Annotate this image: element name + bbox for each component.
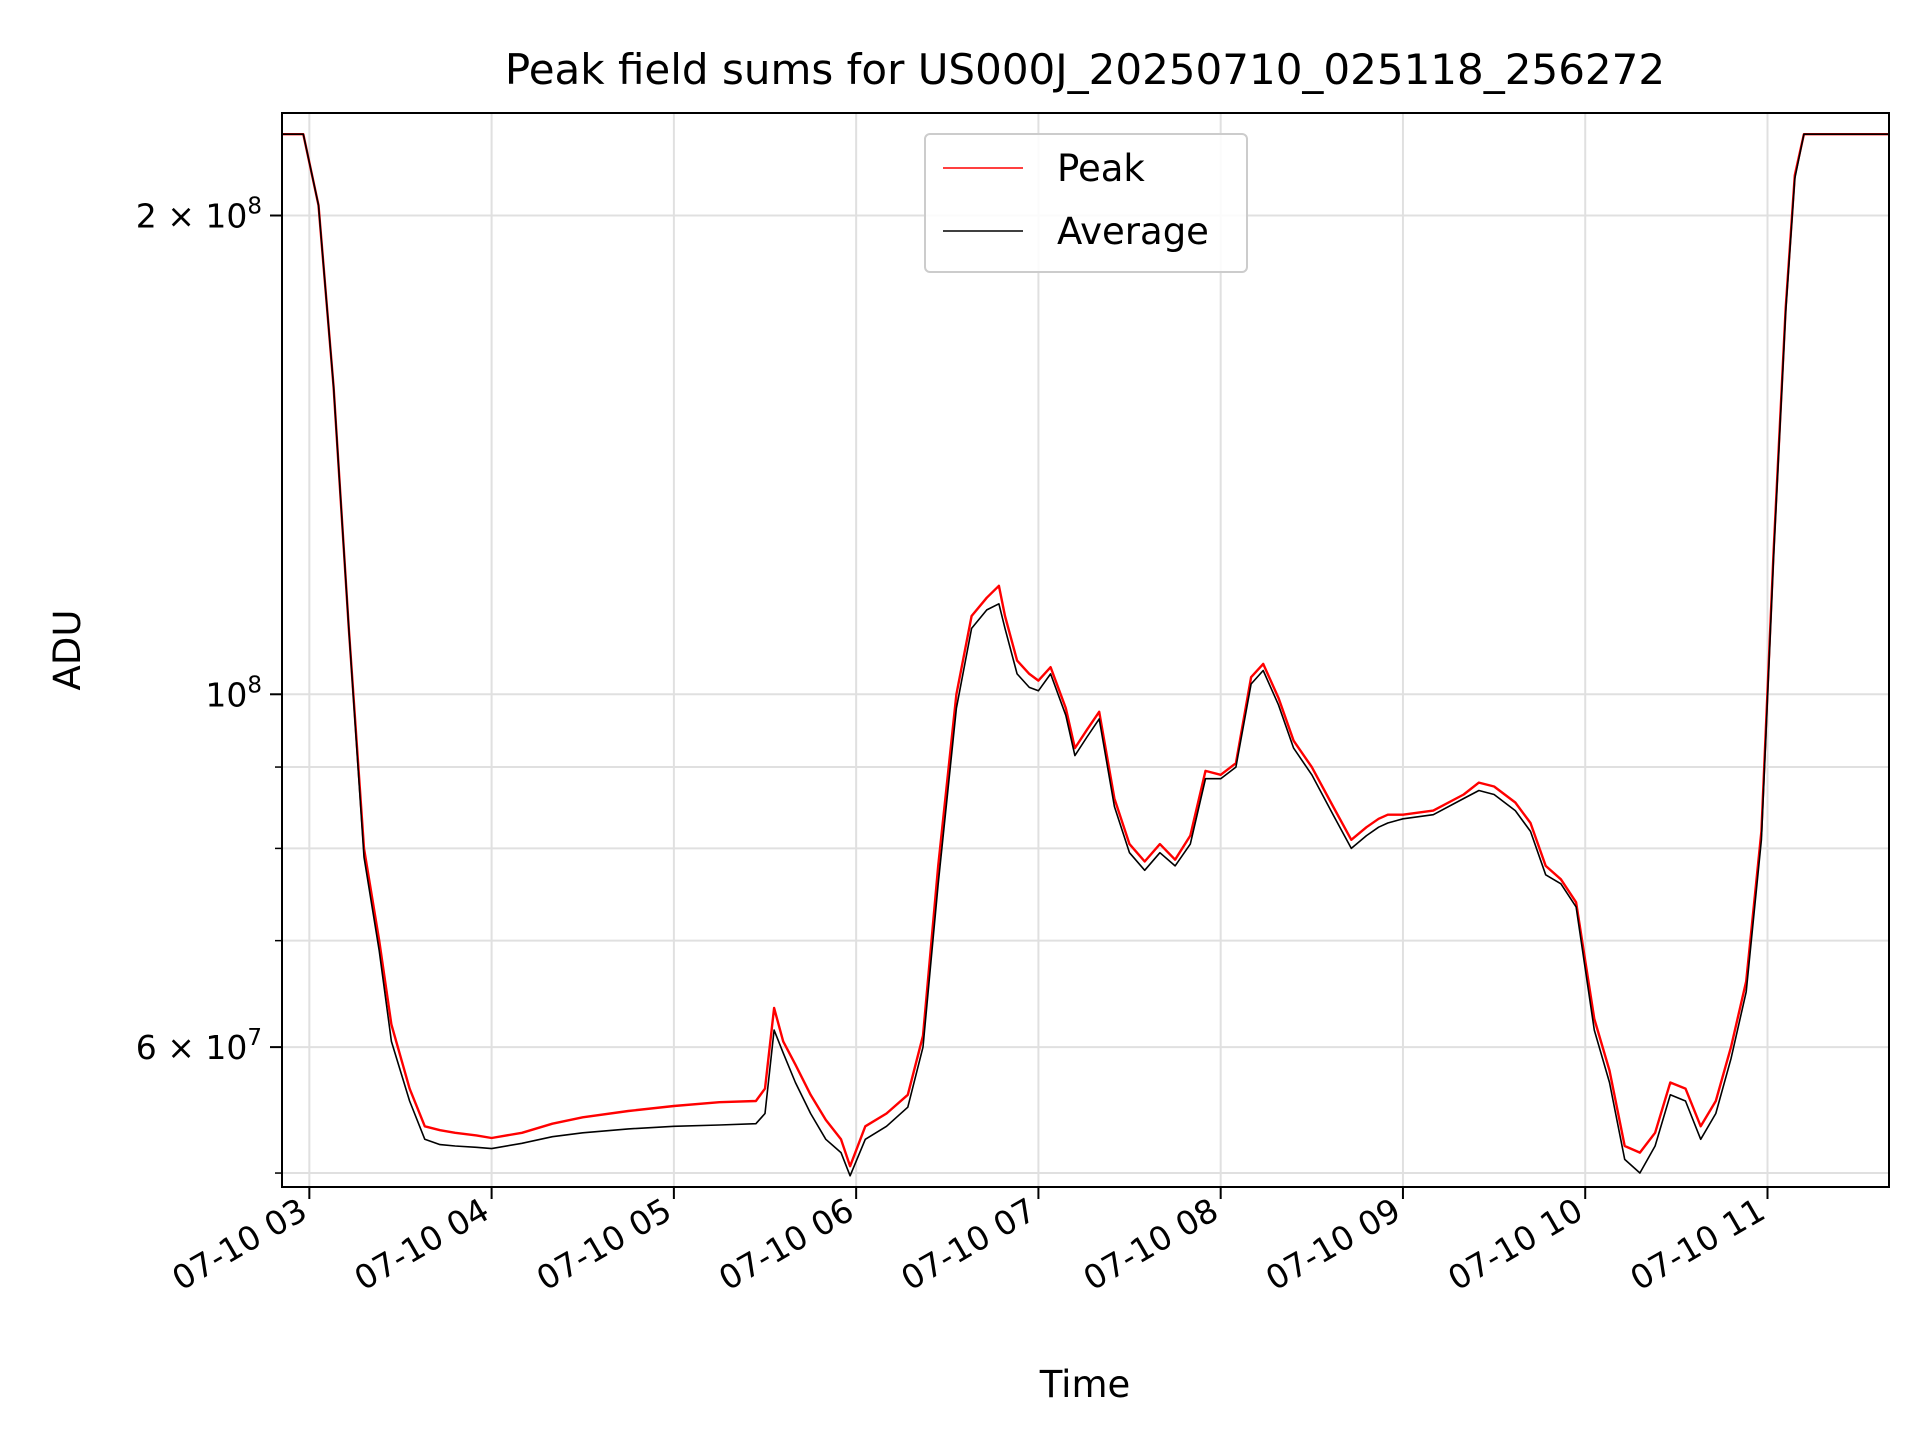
- y-axis-label: ADU: [46, 610, 89, 691]
- plot-series: [282, 132, 1889, 1177]
- legend-label-average: Average: [1057, 210, 1209, 253]
- plot-frame: [281, 112, 1890, 1188]
- chart-title: Peak field sums for US000J_20250710_0251…: [505, 45, 1665, 94]
- x-axis-label: Time: [1039, 1363, 1131, 1406]
- series-line-peak: [282, 132, 1889, 1168]
- legend: Peak Average: [924, 133, 1248, 273]
- legend-label-peak: Peak: [1057, 147, 1145, 190]
- y-tick-label: 2 × 108: [136, 194, 262, 236]
- series-line-average: [282, 133, 1889, 1177]
- y-tick-label: 6 × 107: [136, 1025, 262, 1067]
